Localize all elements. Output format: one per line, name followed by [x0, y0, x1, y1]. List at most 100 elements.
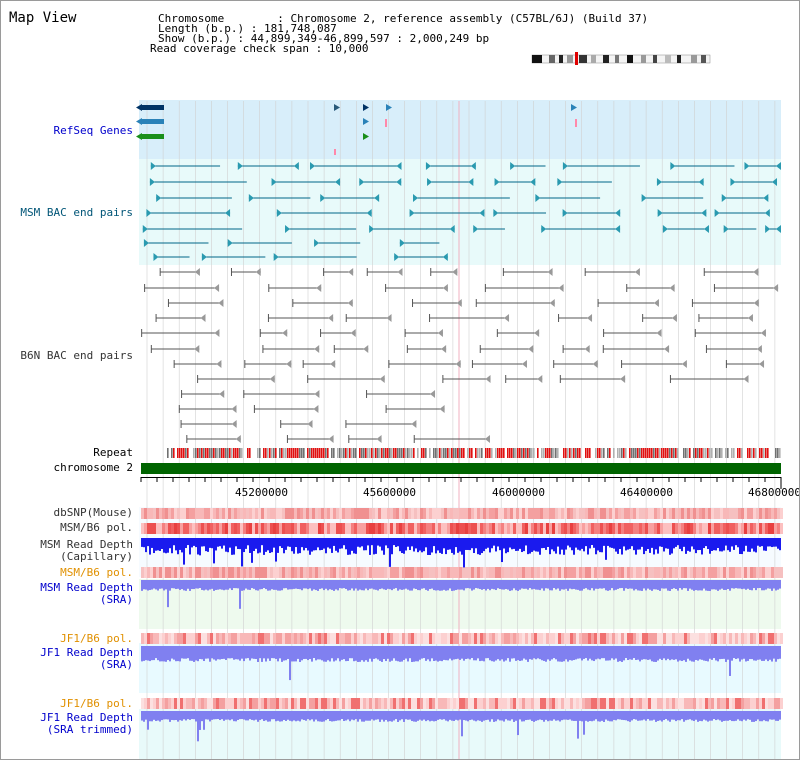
repeat-mark — [665, 448, 667, 458]
track-label-msm-bac[interactable]: MSM BAC end pairs — [20, 206, 133, 219]
depth-bar — [167, 711, 169, 720]
heat-cell — [255, 523, 258, 534]
depth-bar — [541, 538, 543, 549]
repeat-mark — [737, 448, 739, 458]
heat-cell — [771, 508, 774, 519]
heat-cell — [216, 567, 219, 578]
heat-cell — [300, 523, 303, 534]
heat-cell — [603, 567, 606, 578]
heat-cell — [762, 633, 765, 644]
heat-cell — [558, 633, 561, 644]
depth-bar — [361, 646, 363, 661]
heat-cell — [390, 567, 393, 578]
heat-cell — [324, 508, 327, 519]
bac-end — [194, 268, 200, 276]
heat-cell — [339, 567, 342, 578]
heat-cell — [402, 567, 405, 578]
depth-bar — [185, 646, 187, 659]
bac-end — [330, 360, 336, 368]
heat-cell — [564, 523, 567, 534]
track-label-msm-depth-sra[interactable]: MSM Read Depth (SRA) — [40, 581, 133, 606]
repeat-mark — [459, 448, 461, 458]
depth-bar — [461, 538, 463, 555]
ruler-tick-label: 45600000 — [363, 486, 416, 499]
heat-cell — [654, 523, 657, 534]
heat-cell — [171, 508, 174, 519]
depth-bar — [225, 711, 227, 720]
heat-cell — [579, 633, 582, 644]
depth-bar — [431, 646, 433, 659]
track-label-jf1-depth-sra[interactable]: JF1 Read Depth (SRA) — [40, 646, 133, 671]
depth-bar — [241, 580, 243, 591]
depth-bar — [611, 538, 613, 548]
depth-bar — [265, 711, 267, 721]
depth-bar — [521, 580, 523, 589]
depth-bar — [465, 646, 467, 660]
heat-cell — [351, 523, 354, 534]
heat-cell — [699, 523, 702, 534]
depth-bar — [181, 646, 183, 659]
depth-bar — [567, 580, 569, 591]
depth-bar — [767, 538, 769, 547]
depth-bar — [625, 580, 627, 589]
heat-cell — [726, 523, 729, 534]
heat-cell — [663, 698, 666, 709]
heat-cell — [201, 698, 204, 709]
depth-bar — [255, 711, 257, 720]
track-label-jf1-b6-pol-2[interactable]: JF1/B6 pol. — [60, 697, 133, 710]
depth-bar — [463, 538, 465, 568]
heat-cell — [714, 633, 717, 644]
depth-bar — [217, 646, 219, 660]
depth-bar — [429, 538, 431, 555]
heat-cell — [684, 523, 687, 534]
heat-cell — [150, 698, 153, 709]
track-label-jf1-depth-trimmed[interactable]: JF1 Read Depth (SRA trimmed) — [40, 711, 133, 736]
track-label-b6n-bac[interactable]: B6N BAC end pairs — [20, 349, 133, 362]
track-label-msm-b6-pol-2[interactable]: MSM/B6 pol. — [60, 566, 133, 579]
depth-bar — [573, 580, 575, 589]
heat-cell — [657, 633, 660, 644]
heat-cell — [447, 698, 450, 709]
heat-cell — [762, 567, 765, 578]
depth-bar — [609, 580, 611, 591]
heat-cell — [216, 508, 219, 519]
depth-bar — [613, 646, 615, 660]
heat-cell — [447, 633, 450, 644]
depth-bar — [203, 538, 205, 547]
heat-cell — [762, 523, 765, 534]
depth-bar — [345, 711, 347, 721]
repeat-mark — [511, 448, 513, 458]
depth-bar — [473, 711, 475, 721]
coverage-span-info: Read coverage check span : 10,000 — [150, 42, 369, 55]
bac-end — [411, 420, 417, 428]
heat-cell — [654, 567, 657, 578]
bac-end — [412, 194, 418, 202]
heat-cell — [243, 698, 246, 709]
heat-cell — [585, 508, 588, 519]
heat-cell — [549, 633, 552, 644]
heat-cell — [732, 567, 735, 578]
heat-cell — [222, 567, 225, 578]
depth-bar — [645, 711, 647, 721]
depth-bar — [721, 580, 723, 589]
heat-cell — [594, 508, 597, 519]
heat-cell — [405, 633, 408, 644]
depth-bar — [589, 646, 591, 659]
heat-cell — [204, 523, 207, 534]
heat-cell — [777, 567, 780, 578]
track-label-refseq-genes[interactable]: RefSeq Genes — [53, 124, 133, 137]
repeat-mark — [347, 448, 349, 458]
heat-cell — [165, 567, 168, 578]
heat-cell — [420, 633, 423, 644]
heat-cell — [255, 698, 258, 709]
depth-bar — [159, 646, 161, 662]
heat-cell — [228, 567, 231, 578]
gene-arrow — [334, 104, 340, 111]
depth-bar — [463, 580, 465, 591]
depth-bar — [421, 646, 423, 659]
depth-bar — [441, 646, 443, 662]
depth-bar — [735, 538, 737, 546]
depth-bar — [535, 538, 537, 552]
depth-bar — [373, 538, 375, 555]
track-label-jf1-b6-pol[interactable]: JF1/B6 pol. — [60, 632, 133, 645]
